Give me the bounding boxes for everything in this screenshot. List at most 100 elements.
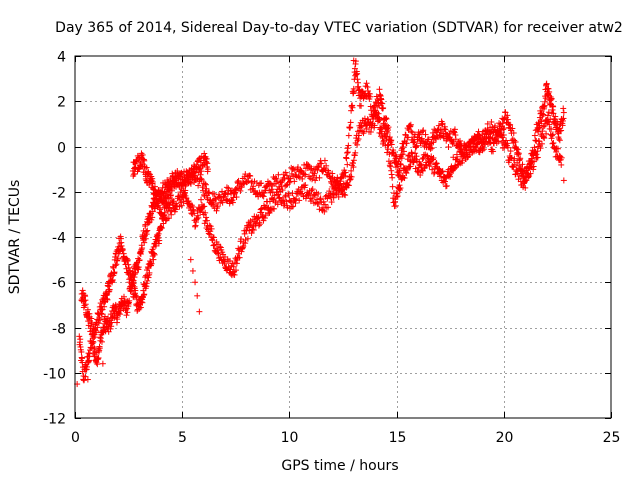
data-point — [348, 167, 355, 174]
data-point — [126, 297, 133, 304]
data-point — [439, 168, 446, 175]
data-point — [560, 105, 567, 112]
y-tick-label: 2 — [57, 95, 66, 111]
data-point — [447, 173, 454, 180]
data-point — [350, 164, 357, 171]
data-point — [196, 308, 203, 315]
data-point — [107, 325, 114, 332]
data-point — [452, 136, 459, 143]
data-point — [250, 183, 257, 190]
data-point — [198, 168, 205, 175]
data-point — [84, 306, 91, 313]
data-point — [223, 184, 230, 191]
data-point — [296, 197, 303, 204]
data-point — [79, 287, 86, 294]
data-point — [345, 132, 352, 139]
data-point — [510, 129, 517, 136]
data-point — [457, 137, 464, 144]
data-point — [358, 123, 365, 130]
data-point — [499, 134, 506, 141]
data-point — [275, 191, 282, 198]
x-tick-label: 10 — [281, 430, 299, 446]
data-point — [167, 192, 174, 199]
data-point — [79, 359, 86, 366]
data-point — [400, 148, 407, 155]
data-point — [119, 246, 126, 253]
data-point — [342, 169, 349, 176]
data-point — [545, 85, 552, 92]
data-point — [246, 172, 253, 179]
data-point — [141, 157, 148, 164]
data-point — [168, 187, 175, 194]
data-point — [271, 205, 278, 212]
data-point — [351, 88, 358, 95]
data-point — [323, 162, 330, 169]
x-tick-labels: 0 5 10 15 20 25 — [71, 430, 620, 446]
data-point — [509, 125, 516, 132]
data-point — [192, 279, 199, 286]
data-point — [130, 280, 137, 287]
data-point — [560, 109, 567, 116]
x-tick-label: 0 — [71, 430, 80, 446]
data-point — [90, 339, 97, 346]
data-point — [542, 95, 549, 102]
data-point — [203, 155, 210, 162]
data-point — [531, 158, 538, 165]
data-point — [482, 138, 489, 145]
data-point — [355, 87, 362, 94]
data-point — [430, 154, 437, 161]
data-point — [317, 195, 324, 202]
data-point — [514, 159, 521, 166]
data-point — [315, 164, 322, 171]
data-point — [155, 202, 162, 209]
data-point — [93, 359, 100, 366]
data-point — [201, 150, 208, 157]
data-point — [536, 122, 543, 129]
data-point — [96, 345, 103, 352]
chart-title: Day 365 of 2014, Sidereal Day-to-day VTE… — [55, 20, 623, 36]
data-point — [519, 161, 526, 168]
data-point — [552, 113, 559, 120]
data-point — [363, 80, 370, 87]
data-point — [295, 173, 302, 180]
data-point — [132, 294, 139, 301]
data-point — [342, 192, 349, 199]
data-point — [335, 193, 342, 200]
data-point — [507, 148, 514, 155]
data-point — [191, 210, 198, 217]
data-point — [427, 145, 434, 152]
data-point — [420, 127, 427, 134]
data-point — [97, 335, 104, 342]
data-point — [343, 155, 350, 162]
data-point — [280, 197, 287, 204]
data-point — [250, 226, 257, 233]
data-point — [208, 225, 215, 232]
data-point — [377, 91, 384, 98]
data-point — [354, 70, 361, 77]
data-point — [389, 174, 396, 181]
data-point — [544, 112, 551, 119]
data-point — [221, 260, 228, 267]
data-point — [550, 110, 557, 117]
data-point — [495, 138, 502, 145]
data-point — [419, 155, 426, 162]
data-point — [133, 293, 140, 300]
data-point — [411, 138, 418, 145]
data-point — [500, 131, 507, 138]
data-point — [187, 179, 194, 186]
data-point — [382, 115, 389, 122]
y-tick-label: 0 — [57, 141, 66, 157]
data-point — [511, 137, 518, 144]
data-point — [480, 146, 487, 153]
data-point — [157, 206, 164, 213]
data-point — [492, 122, 499, 129]
data-point — [549, 131, 556, 138]
data-point — [189, 267, 196, 274]
data-point — [128, 272, 135, 279]
data-point — [386, 134, 393, 141]
data-point — [439, 120, 446, 127]
data-point — [515, 150, 522, 157]
data-point — [206, 222, 213, 229]
data-point — [437, 134, 444, 141]
data-point — [438, 169, 445, 176]
